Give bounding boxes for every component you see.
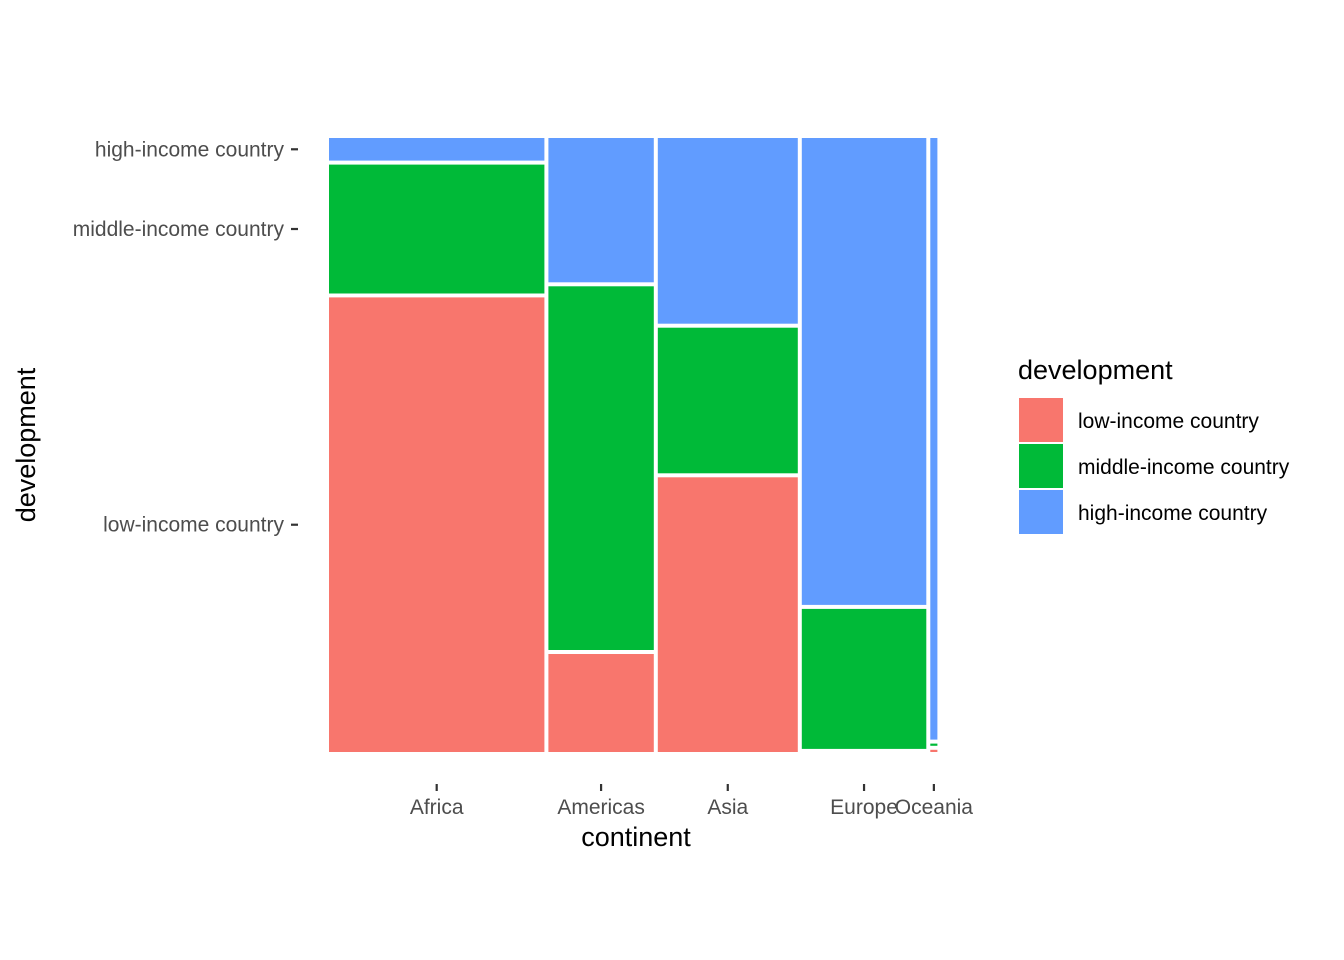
tile-americas-low-income-country [548,654,654,752]
tile-americas-middle-income-country [548,286,654,650]
tile-asia-low-income-country [657,477,798,752]
y-tick-label: high-income country [95,138,285,161]
x-tick-label: Asia [707,796,748,819]
legend-title: development [1018,355,1173,385]
tile-oceania-low-income-country [930,749,938,752]
tile-europe-middle-income-country [801,608,927,749]
y-axis: low-income country middle-income country h… [73,138,298,537]
x-tick-label: Oceania [895,796,974,819]
tile-africa-middle-income-country [329,164,545,294]
legend-key-low-income-country [1017,396,1065,444]
tile-asia-middle-income-country [657,327,798,474]
tile-europe-high-income-country [801,138,927,605]
tile-africa-high-income-country [329,138,545,161]
legend-items: low-income country middle-income country h… [1017,396,1290,536]
x-axis-title: continent [581,822,691,852]
tile-africa-low-income-country [329,297,545,752]
legend-label-middle-income-country: middle-income country [1078,456,1290,479]
y-tick-label: low-income country [103,514,284,537]
legend-label-low-income-country: low-income country [1078,410,1259,433]
legend-key-high-income-country [1017,488,1065,536]
mosaic-tiles [329,138,938,752]
tile-americas-high-income-country [548,138,654,283]
y-tick-label: middle-income country [73,218,285,241]
legend: development low-income country middle-inc… [1017,355,1290,536]
x-tick-label: Africa [410,796,464,819]
y-axis-title: development [11,367,41,522]
x-tick-label: Europe [830,796,898,819]
x-tick-label: Americas [557,796,645,819]
legend-label-high-income-country: high-income country [1078,502,1268,525]
tile-oceania-high-income-country [930,138,938,740]
legend-key-middle-income-country [1017,442,1065,490]
tile-asia-high-income-country [657,138,798,324]
tile-oceania-middle-income-country [930,743,938,746]
